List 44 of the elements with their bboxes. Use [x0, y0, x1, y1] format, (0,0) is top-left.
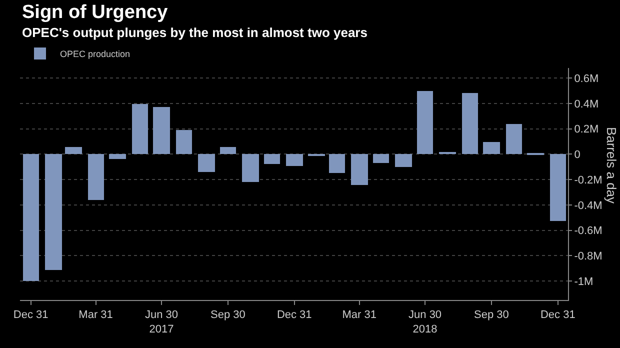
bar [373, 154, 389, 163]
y-tick-label: 0.2M [574, 124, 599, 136]
y-tick-label: -0.8M [574, 250, 602, 262]
bar [329, 154, 345, 173]
x-tick-label: Mar 31 [342, 309, 376, 322]
x-tick-label: Sep 30 [210, 309, 246, 322]
x-tick-label: Mar 31 [78, 309, 113, 322]
y-tick-label: -0.4M [574, 200, 602, 212]
x-tick-label: Jun 30 2018 [408, 309, 442, 336]
bar [132, 104, 148, 154]
x-tick-label: Dec 31 [13, 309, 48, 322]
y-tick-label: -0.2M [574, 174, 602, 186]
bar [176, 130, 192, 154]
bar [395, 154, 412, 167]
x-tick-label: Jun 30 2017 [144, 309, 178, 336]
bar [220, 147, 236, 154]
legend-label: OPEC production [60, 49, 130, 60]
x-tick-label: Sep 30 [474, 309, 509, 322]
y-tick-label: 0.4M [574, 98, 599, 110]
bar [351, 154, 368, 185]
chart-title: Sign of Urgency [22, 2, 168, 23]
bar [242, 154, 259, 182]
y-axis-title: Barrels a day [604, 126, 619, 204]
x-tick-label: Dec 31 [276, 309, 312, 322]
bar [109, 154, 126, 159]
chart-subtitle: OPEC's output plunges by the most in almost two years [22, 25, 368, 40]
bar [550, 154, 566, 221]
bar [462, 93, 478, 154]
bar [264, 154, 280, 164]
bar [88, 154, 104, 200]
bar [417, 91, 433, 154]
y-tick-label: 0.6M [574, 72, 599, 85]
bar [286, 154, 303, 166]
x-tick-label: Dec 31 [540, 309, 576, 322]
bar [65, 147, 82, 154]
bar [153, 107, 170, 154]
y-tick-label: -0.6M [574, 225, 602, 238]
y-tick-label: 0 [574, 149, 580, 162]
bar [483, 142, 500, 154]
bar [198, 154, 215, 172]
y-tick-label: -1M [574, 276, 594, 288]
bar [45, 154, 62, 270]
bar [506, 124, 522, 154]
bar [23, 154, 39, 281]
